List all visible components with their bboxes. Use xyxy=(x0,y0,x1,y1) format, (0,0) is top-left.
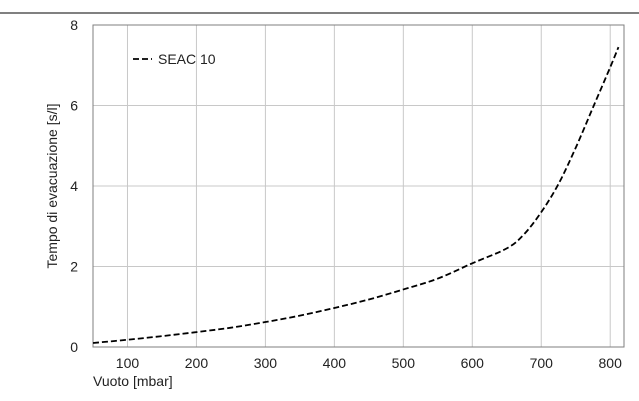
x-tick-label-300: 300 xyxy=(254,355,278,371)
legend-label-seac-10: SEAC 10 xyxy=(158,51,216,67)
x-axis-label: Vuoto [mbar] xyxy=(93,373,173,389)
legend: SEAC 10 xyxy=(133,51,216,67)
y-tick-label-6: 6 xyxy=(70,98,78,114)
y-axis-label: Tempo di evacuazione [s/l] xyxy=(44,104,60,269)
grid xyxy=(93,25,624,347)
x-tick-label-800: 800 xyxy=(599,355,623,371)
x-tick-label-500: 500 xyxy=(392,355,416,371)
series xyxy=(92,46,620,344)
x-tick-label-700: 700 xyxy=(530,355,554,371)
tick-labels: 100 200 300 400 500 600 700 800 0 2 4 6 8 xyxy=(70,17,622,371)
y-tick-label-4: 4 xyxy=(70,178,78,194)
y-tick-label-8: 8 xyxy=(70,17,78,33)
y-tick-label-2: 2 xyxy=(70,259,78,275)
x-tick-label-100: 100 xyxy=(116,355,140,371)
y-tick-label-0: 0 xyxy=(70,339,78,355)
x-tick-label-200: 200 xyxy=(185,355,209,371)
series-line-0 xyxy=(92,46,620,344)
x-tick-label-400: 400 xyxy=(323,355,347,371)
x-tick-label-600: 600 xyxy=(461,355,485,371)
plot-frame xyxy=(92,24,625,348)
